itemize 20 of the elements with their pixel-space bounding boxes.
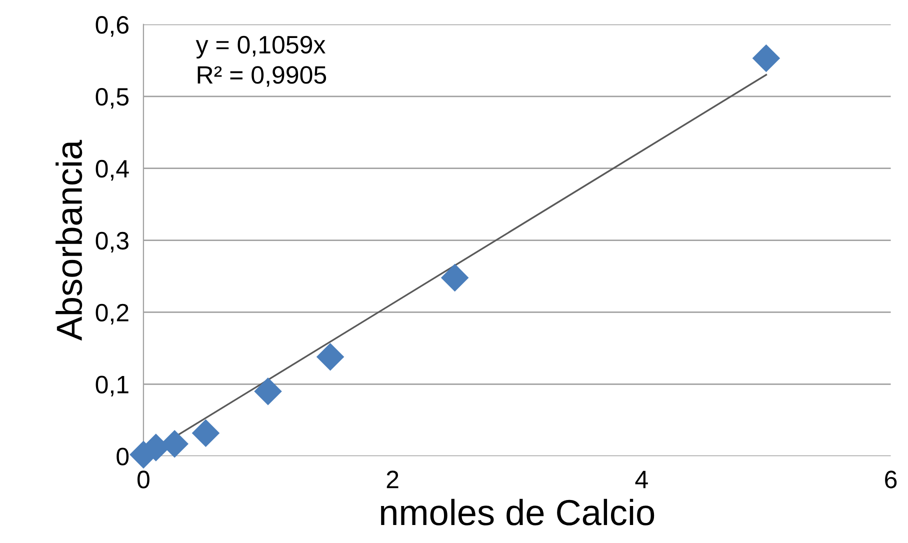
y-tick-label: 0,6 <box>96 16 128 37</box>
point <box>440 264 469 292</box>
x-tick-label: 6 <box>885 470 897 488</box>
point <box>752 44 780 72</box>
x-tick-label: 0 <box>137 470 150 488</box>
y-axis-title: Absorbancia <box>56 140 82 341</box>
annotation: y = 0,1059x <box>196 36 326 59</box>
point <box>192 419 220 447</box>
y-tick-label: 0,2 <box>96 304 128 324</box>
y-tick-label: 0,3 <box>96 232 128 253</box>
point <box>316 342 344 371</box>
x-tick-label: 4 <box>635 470 648 488</box>
annotation: R² = 0,9905 <box>198 66 326 87</box>
y-tick-label: 0,4 <box>96 160 129 181</box>
y-tick-label: 0,5 <box>96 88 129 109</box>
x-axis-title: nmoles de Calcio <box>381 498 654 526</box>
y-tick-label: 0 <box>116 448 129 466</box>
y-tick-label: 0,1 <box>96 376 128 396</box>
point <box>254 377 282 406</box>
x-tick-label: 2 <box>386 470 398 488</box>
